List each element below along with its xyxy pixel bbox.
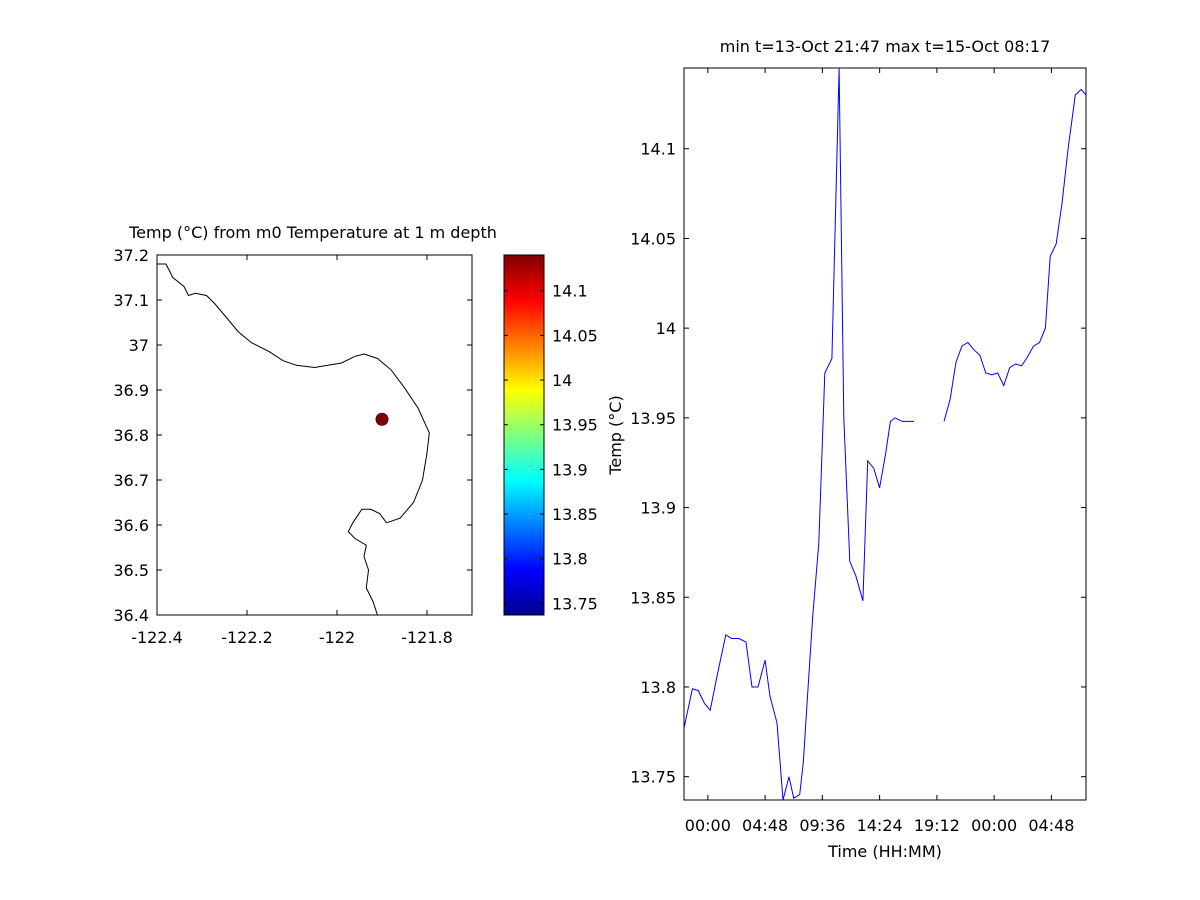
colorbar-label: Temp (°C)	[606, 395, 625, 475]
map-points	[376, 413, 388, 425]
map-y-tick-label: 37.2	[113, 246, 149, 265]
timeseries-panel: min t=13-Oct 21:47 max t=15-Oct 08:17 00…	[630, 37, 1086, 861]
map-axes-frame	[157, 255, 472, 615]
colorbar-tick-label: 13.95	[552, 416, 598, 435]
colorbar: 13.75 13.8 13.85 13.9 13.95 14 14.05 14.1 Temp …	[504, 255, 625, 615]
timeseries-y-tick-label: 13.9	[640, 499, 676, 518]
timeseries-y-tick-label: 14	[656, 319, 676, 338]
map-x-tick-label: -122.4	[131, 628, 183, 647]
timeseries-x-tick-label: 00:00	[971, 816, 1017, 835]
timeseries-title: min t=13-Oct 21:47 max t=15-Oct 08:17	[720, 37, 1051, 56]
colorbar-tick-label: 13.9	[552, 460, 588, 479]
timeseries-x-tick-label: 00:00	[685, 816, 731, 835]
map-x-tick-label: -122	[319, 628, 355, 647]
timeseries-y-tick-label: 13.85	[630, 588, 676, 607]
timeseries-x-tick-label: 09:36	[799, 816, 845, 835]
map-y-tick-label: 37	[129, 336, 149, 355]
map-y-tick-label: 36.9	[113, 381, 149, 400]
map-y-tick-label: 37.1	[113, 291, 149, 310]
timeseries-x-tick-label: 04:48	[1028, 816, 1074, 835]
map-x-tick-label: -121.8	[401, 628, 453, 647]
timeseries-x-tick-label: 14:24	[857, 816, 903, 835]
colorbar-tick-label: 13.85	[552, 505, 598, 524]
timeseries-y-tick-label: 14.1	[640, 140, 676, 159]
colorbar-tick-label: 14	[552, 371, 572, 390]
timeseries-xlabel: Time (HH:MM)	[827, 842, 942, 861]
map-y-tick-label: 36.4	[113, 606, 149, 625]
figure: Temp (°C) from m0 Temperature at 1 m dep…	[0, 0, 1200, 900]
map-y-tick-label: 36.5	[113, 561, 149, 580]
colorbar-tick-label: 14.05	[552, 326, 598, 345]
timeseries-y-tick-label: 13.75	[630, 768, 676, 787]
map-y-tick-label: 36.8	[113, 426, 149, 445]
timeseries-y-tick-label: 13.95	[630, 409, 676, 428]
colorbar-tick-label: 14.1	[552, 282, 588, 301]
colorbar-tick-label: 13.8	[552, 550, 588, 569]
timeseries-x-tick-label: 19:12	[914, 816, 960, 835]
timeseries-y-tick-label: 13.8	[640, 678, 676, 697]
map-panel: Temp (°C) from m0 Temperature at 1 m dep…	[113, 223, 497, 647]
map-y-tick-label: 36.7	[113, 471, 149, 490]
timeseries-axes-frame	[684, 68, 1086, 800]
colorbar-tick-label: 13.75	[552, 594, 598, 613]
timeseries-y-tick-label: 14.05	[630, 229, 676, 248]
colorbar-gradient	[504, 255, 544, 615]
station-marker	[376, 413, 388, 425]
map-x-tick-label: -122.2	[221, 628, 273, 647]
map-y-tick-label: 36.6	[113, 516, 149, 535]
timeseries-x-tick-label: 04:48	[742, 816, 788, 835]
map-title: Temp (°C) from m0 Temperature at 1 m dep…	[128, 223, 497, 242]
